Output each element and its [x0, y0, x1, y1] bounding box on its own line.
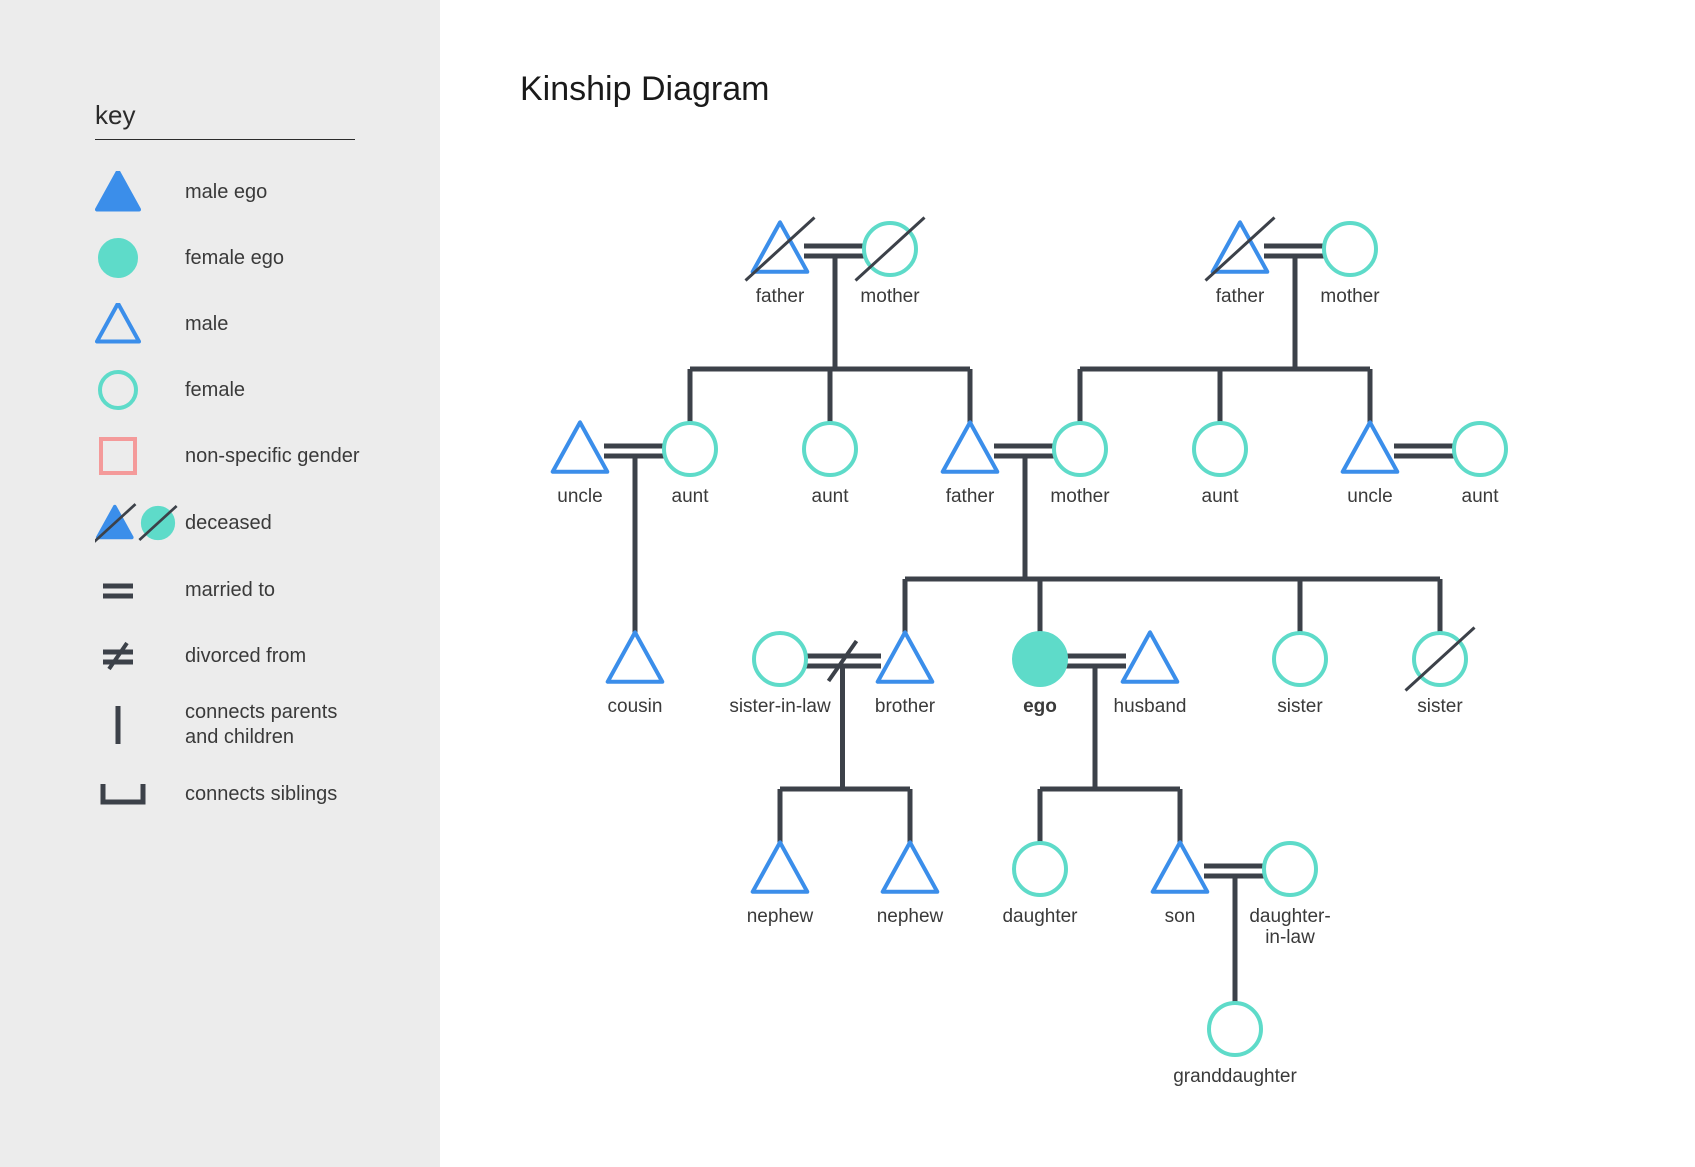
key-label: female	[185, 378, 245, 403]
node-label-cousin: cousin	[608, 697, 663, 718]
key-label: divorced from	[185, 644, 306, 669]
key-icon-nonspecific	[95, 435, 185, 477]
key-label: non-specific gender	[185, 444, 360, 469]
node-label-brother: brother	[875, 697, 935, 718]
key-heading: key	[95, 100, 355, 140]
key-icon-deceased	[95, 500, 185, 546]
node-label-uncle2: uncle	[1347, 487, 1392, 508]
key-item-male-ego: male ego	[95, 170, 390, 214]
node-label-pgf: father	[756, 287, 805, 308]
kinship-diagram: father mother father mother uncle aunt aunt fat…	[520, 149, 1640, 1109]
node-label-mgm: mother	[1320, 287, 1379, 308]
node-label-daughter: daughter	[1002, 907, 1077, 928]
key-label: male	[185, 312, 228, 337]
key-icon-male-ego	[95, 171, 185, 213]
key-item-siblings: connects siblings	[95, 772, 390, 816]
node-label-son: son	[1165, 907, 1196, 928]
key-label: male ego	[185, 180, 267, 205]
node-label-aunt4: aunt	[1462, 487, 1499, 508]
node-label-nephew1: nephew	[747, 907, 814, 928]
node-label-mother: mother	[1050, 487, 1109, 508]
node-label-sil: sister-in-law	[729, 697, 830, 718]
node-label-sister2: sister	[1417, 697, 1462, 718]
key-panel: key male ego female ego male female non-…	[0, 0, 440, 1167]
diagram-area: Kinship Diagram father mother father mother…	[440, 0, 1695, 1167]
node-label-husband: husband	[1114, 697, 1187, 718]
key-icon-parent-child	[95, 700, 185, 750]
key-item-female-ego: female ego	[95, 236, 390, 280]
key-label: female ego	[185, 246, 284, 271]
key-icon-male	[95, 303, 185, 345]
key-icon-siblings	[95, 776, 185, 812]
node-label-mgf: father	[1216, 287, 1265, 308]
node-label-dil: daughter-in-law	[1235, 907, 1345, 949]
key-label: deceased	[185, 511, 272, 536]
node-label-pgm: mother	[860, 287, 919, 308]
key-label: connects siblings	[185, 782, 337, 807]
node-label-uncle1: uncle	[557, 487, 602, 508]
key-item-parent-child: connects parentsand children	[95, 700, 390, 750]
key-label: connects parentsand children	[185, 700, 337, 750]
key-item-female: female	[95, 368, 390, 412]
node-label-sister1: sister	[1277, 697, 1322, 718]
key-item-deceased: deceased	[95, 500, 390, 546]
key-icon-female-ego	[95, 237, 185, 279]
key-icon-female	[95, 369, 185, 411]
key-item-male: male	[95, 302, 390, 346]
node-label-aunt2: aunt	[812, 487, 849, 508]
key-label: married to	[185, 578, 275, 603]
key-item-married: married to	[95, 568, 390, 612]
node-label-ego: ego	[1023, 697, 1057, 718]
node-label-nephew2: nephew	[877, 907, 944, 928]
key-item-nonspecific: non-specific gender	[95, 434, 390, 478]
nodes	[553, 218, 1506, 1056]
diagram-svg	[520, 149, 1640, 1109]
key-icon-divorced	[95, 635, 185, 677]
key-item-divorced: divorced from	[95, 634, 390, 678]
key-icon-married	[95, 569, 185, 611]
page-title: Kinship Diagram	[520, 70, 1655, 109]
node-label-father: father	[946, 487, 995, 508]
node-label-aunt3: aunt	[1202, 487, 1239, 508]
node-label-gd: granddaughter	[1173, 1067, 1297, 1088]
node-label-aunt1: aunt	[672, 487, 709, 508]
